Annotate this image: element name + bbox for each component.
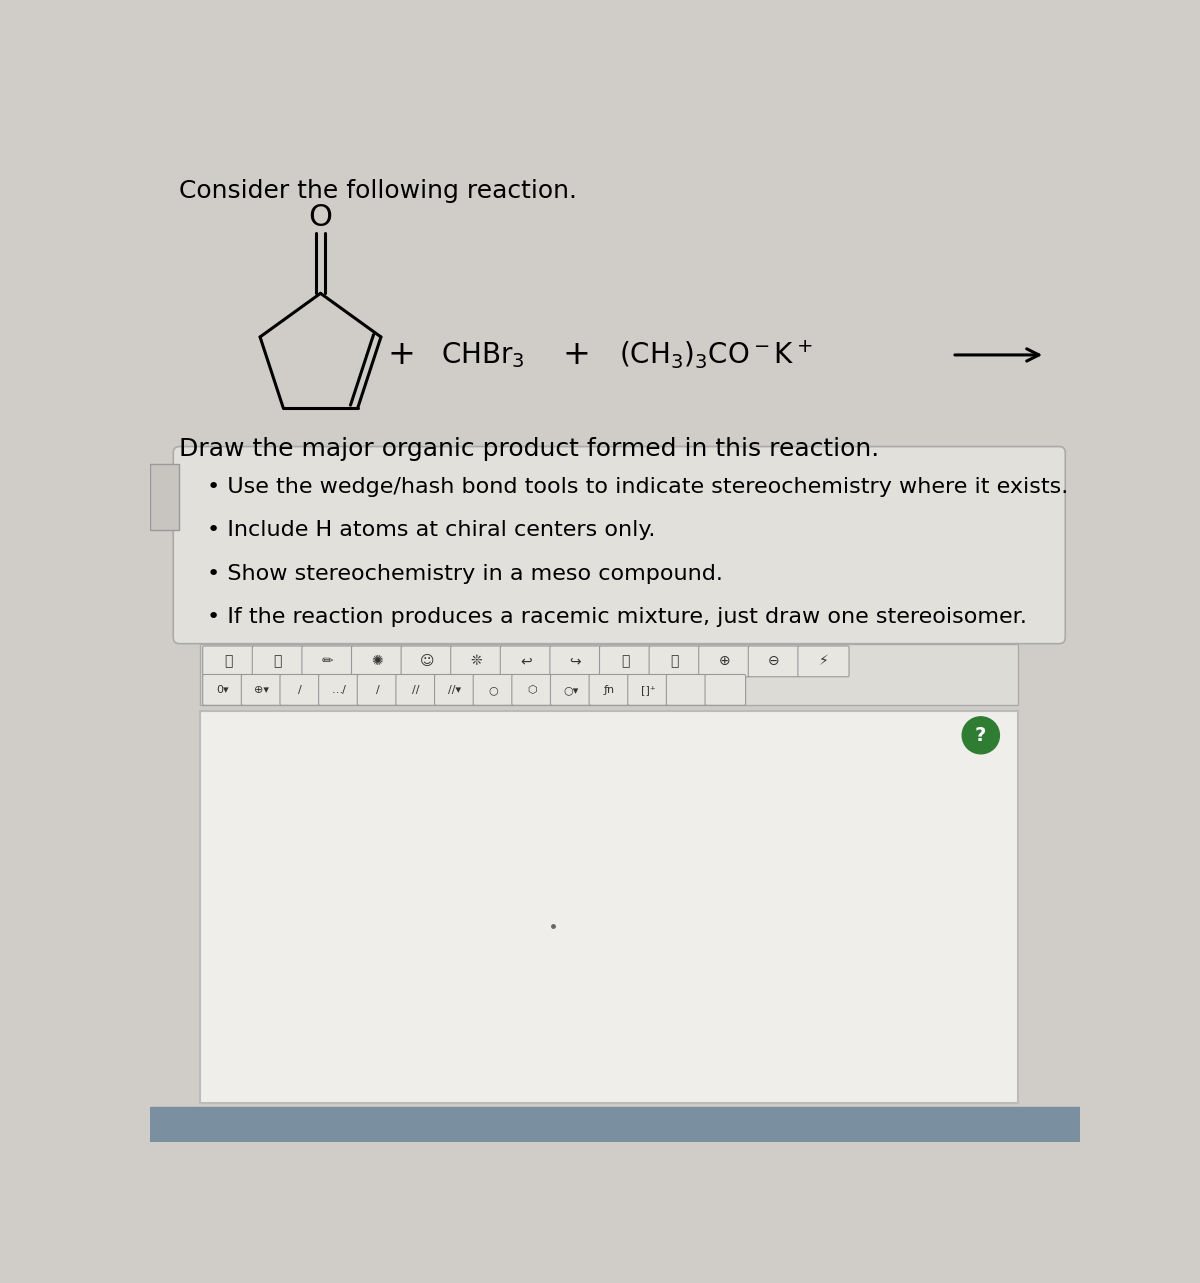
Bar — [150, 464, 180, 530]
FancyBboxPatch shape — [302, 645, 353, 677]
Text: ⊕▾: ⊕▾ — [254, 685, 269, 695]
Text: //▾: //▾ — [449, 685, 462, 695]
Text: +: + — [563, 339, 590, 372]
FancyBboxPatch shape — [203, 675, 244, 706]
Text: CHBr$_3$: CHBr$_3$ — [440, 340, 524, 370]
FancyBboxPatch shape — [500, 645, 552, 677]
Text: ƒn: ƒn — [604, 685, 614, 695]
FancyBboxPatch shape — [649, 645, 701, 677]
FancyBboxPatch shape — [396, 675, 437, 706]
Text: ⊕: ⊕ — [719, 654, 730, 668]
FancyBboxPatch shape — [173, 446, 1066, 644]
FancyBboxPatch shape — [434, 675, 475, 706]
Text: • Show stereochemistry in a meso compound.: • Show stereochemistry in a meso compoun… — [206, 563, 722, 584]
FancyBboxPatch shape — [551, 675, 592, 706]
FancyBboxPatch shape — [589, 675, 630, 706]
Bar — [150, 1107, 1080, 1142]
FancyBboxPatch shape — [352, 645, 403, 677]
Text: ❊: ❊ — [470, 654, 482, 668]
Text: +: + — [388, 339, 416, 372]
Text: ↩: ↩ — [520, 654, 532, 668]
Text: ☺: ☺ — [420, 654, 434, 668]
Text: 🖼: 🖼 — [620, 654, 629, 668]
Text: ✋: ✋ — [224, 654, 233, 668]
Text: ↪: ↪ — [570, 654, 581, 668]
Text: []⁺: []⁺ — [641, 685, 655, 695]
Text: /: / — [376, 685, 379, 695]
FancyBboxPatch shape — [280, 675, 320, 706]
Circle shape — [962, 717, 1000, 754]
FancyBboxPatch shape — [628, 675, 668, 706]
Text: Consider the following reaction.: Consider the following reaction. — [180, 180, 577, 204]
FancyBboxPatch shape — [666, 675, 707, 706]
FancyBboxPatch shape — [698, 645, 750, 677]
Text: • If the reaction produces a racemic mixture, just draw one stereoisomer.: • If the reaction produces a racemic mix… — [206, 607, 1026, 626]
Text: //: // — [413, 685, 420, 695]
FancyBboxPatch shape — [451, 645, 502, 677]
Bar — [200, 711, 1018, 1103]
Text: ⊖: ⊖ — [768, 654, 780, 668]
Text: • Use the wedge/hash bond tools to indicate stereochemistry where it exists.: • Use the wedge/hash bond tools to indic… — [206, 477, 1068, 498]
Text: (CH$_3$)$_3$CO$^-$K$^+$: (CH$_3$)$_3$CO$^-$K$^+$ — [619, 339, 812, 371]
Text: ✺: ✺ — [371, 654, 383, 668]
Bar — [200, 644, 1018, 704]
Text: • Include H atoms at chiral centers only.: • Include H atoms at chiral centers only… — [206, 521, 655, 540]
FancyBboxPatch shape — [706, 675, 745, 706]
Text: 0▾: 0▾ — [217, 685, 229, 695]
Text: ⚡: ⚡ — [818, 654, 828, 668]
Text: ?: ? — [976, 726, 986, 745]
Text: ○▾: ○▾ — [563, 685, 578, 695]
Text: Draw the major organic product formed in this reaction.: Draw the major organic product formed in… — [180, 438, 880, 462]
Text: O: O — [308, 203, 332, 232]
Text: 🗋: 🗋 — [671, 654, 679, 668]
FancyBboxPatch shape — [358, 675, 398, 706]
FancyBboxPatch shape — [473, 675, 514, 706]
Text: ✏: ✏ — [322, 654, 334, 668]
Text: /: / — [299, 685, 302, 695]
Text: ⬡: ⬡ — [527, 685, 536, 695]
FancyBboxPatch shape — [512, 675, 552, 706]
FancyBboxPatch shape — [203, 645, 254, 677]
FancyBboxPatch shape — [241, 675, 282, 706]
FancyBboxPatch shape — [600, 645, 650, 677]
Text: …/: …/ — [331, 685, 347, 695]
FancyBboxPatch shape — [401, 645, 452, 677]
FancyBboxPatch shape — [319, 675, 359, 706]
FancyBboxPatch shape — [550, 645, 601, 677]
Text: 🗎: 🗎 — [274, 654, 282, 668]
Text: ○: ○ — [488, 685, 498, 695]
FancyBboxPatch shape — [749, 645, 799, 677]
FancyBboxPatch shape — [798, 645, 850, 677]
FancyBboxPatch shape — [252, 645, 304, 677]
